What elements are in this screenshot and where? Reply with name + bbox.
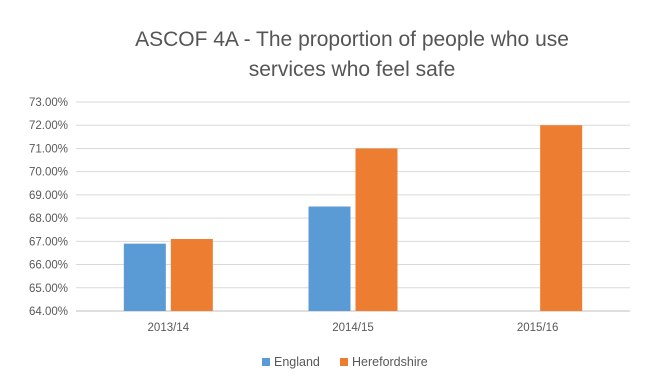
bar-england-2014-15 [308,206,351,311]
legend-swatch-england [262,358,270,366]
chart-title: ASCOF 4A - The proportion of people who … [135,28,569,81]
y-axis-tick-labels: 64.00% 65.00% 66.00% 67.00% 68.00% 69.00% 70.0… [29,97,68,318]
gridlines [76,101,630,312]
y-tick-label: 67.00% [29,236,68,248]
x-tick-label: 2013/14 [148,322,190,334]
y-tick-label: 72.00% [29,120,68,132]
y-tick-label: 73.00% [29,97,68,109]
y-tick-label: 68.00% [29,213,68,225]
y-tick-label: 66.00% [29,260,68,272]
bars [123,125,583,311]
legend-label-england: England [274,355,320,369]
bar-herefordshire-2014-15 [355,148,398,311]
chart-title-line-1: ASCOF 4A - The proportion of people who … [135,28,569,51]
chart-title-line-2: services who feel safe [249,58,456,81]
y-tick-label: 70.00% [29,167,68,179]
x-axis-tick-labels: 2013/14 2014/15 2015/16 [148,322,559,334]
legend-swatch-herefordshire [340,358,348,366]
bar-herefordshire-2013-14 [170,239,213,311]
y-tick-label: 64.00% [29,306,68,318]
x-tick-label: 2015/16 [517,322,559,334]
y-tick-label: 71.00% [29,143,68,155]
bar-herefordshire-2015-16 [540,125,583,311]
bar-england-2013-14 [123,243,166,311]
y-tick-label: 69.00% [29,190,68,202]
legend: England Herefordshire [262,355,428,369]
y-tick-label: 65.00% [29,283,68,295]
legend-label-herefordshire: Herefordshire [352,355,428,369]
x-tick-label: 2014/15 [332,322,374,334]
